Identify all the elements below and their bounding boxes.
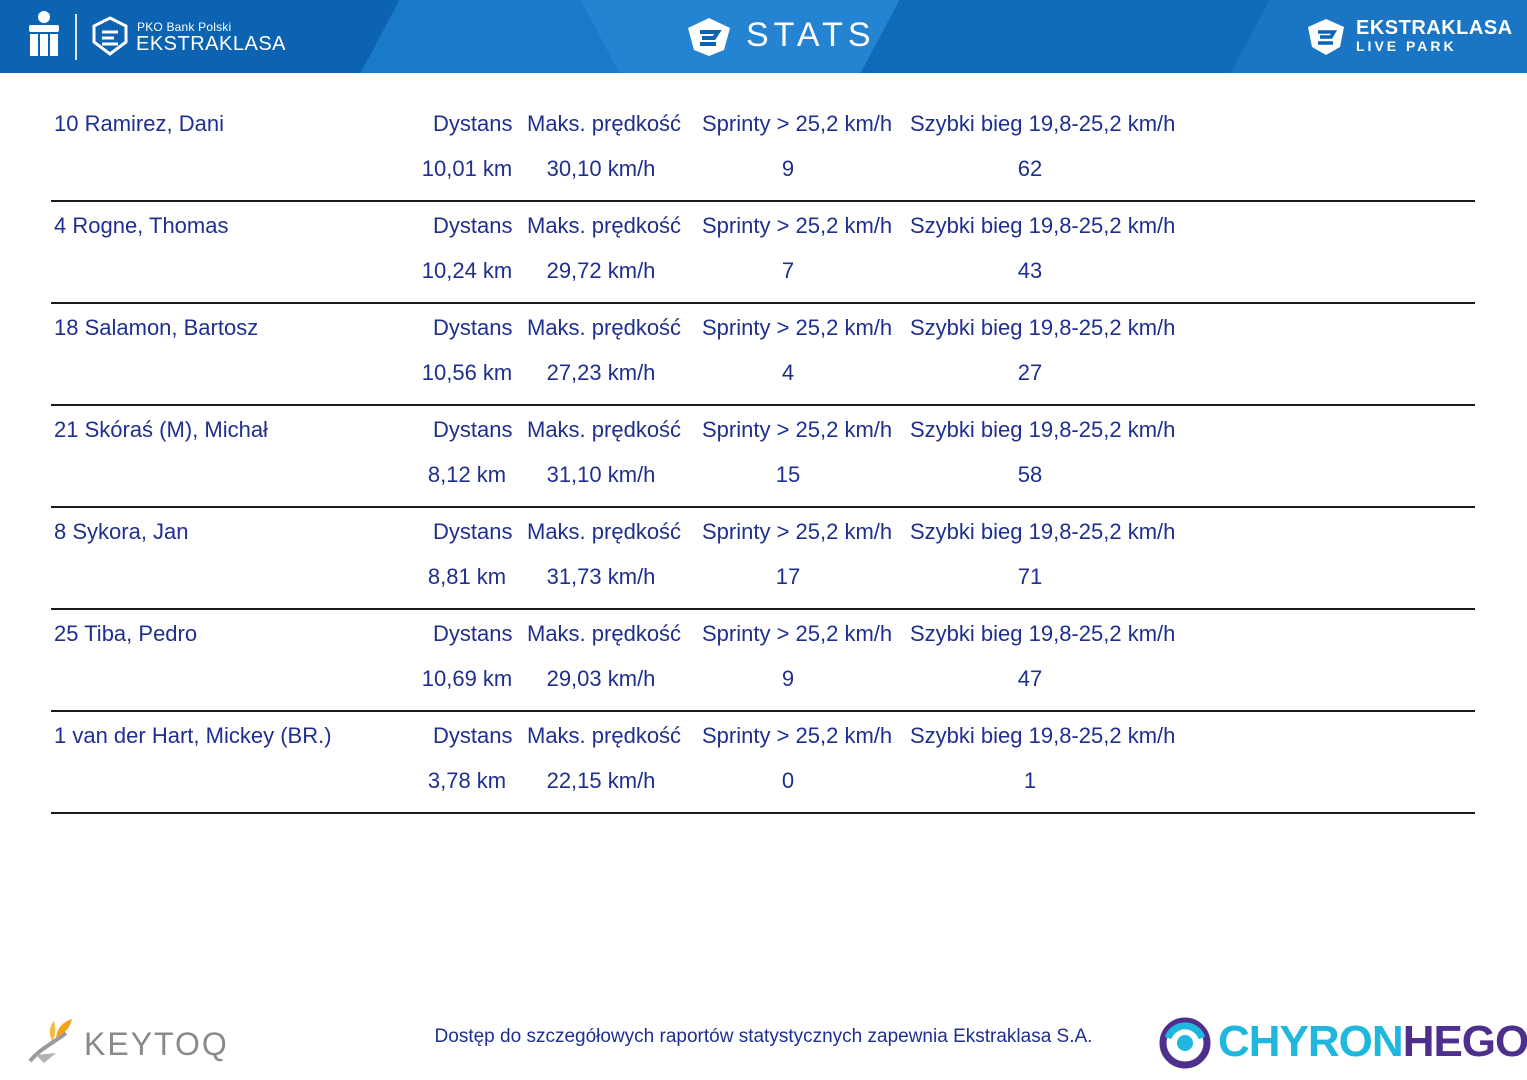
max-speed-label: Maks. prędkość xyxy=(527,723,682,748)
stats-emblem-icon xyxy=(688,18,730,56)
row-divider xyxy=(51,302,1475,304)
max-speed-value: 29,72 km/h xyxy=(546,258,656,283)
footer-note: Dostęp do szczegółowych raportów statyst… xyxy=(434,1026,1093,1047)
row-divider xyxy=(51,608,1475,610)
ekstraklasa-emblem-icon xyxy=(92,16,128,56)
fast-run-value: 27 xyxy=(1017,360,1043,385)
sprints-label: Sprinty > 25,2 km/h xyxy=(702,723,893,748)
fast-run-label: Szybki bieg 19,8-25,2 km/h xyxy=(910,519,1176,544)
fast-run-label: Szybki bieg 19,8-25,2 km/h xyxy=(910,417,1176,442)
header-divider xyxy=(75,14,77,60)
fast-run-label: Szybki bieg 19,8-25,2 km/h xyxy=(910,621,1176,646)
player-row: 1 van der Hart, Mickey (BR.) Dystans Maks.… xyxy=(0,712,1527,814)
player-row: 10 Ramirez, Dani Dystans Maks. prędkość Spr… xyxy=(0,100,1527,202)
fast-run-value: 47 xyxy=(1017,666,1043,691)
fast-run-value: 58 xyxy=(1017,462,1043,487)
player-row: 18 Salamon, Bartosz Dystans Maks. prędkość… xyxy=(0,304,1527,406)
sprints-value: 0 xyxy=(781,768,795,793)
distance-value: 10,24 km xyxy=(421,258,513,283)
player-name: 18 Salamon, Bartosz xyxy=(54,315,259,340)
row-divider xyxy=(51,506,1475,508)
max-speed-label: Maks. prędkość xyxy=(527,315,682,340)
live-park-title: EKSTRAKLASA xyxy=(1356,17,1513,39)
chyron-wordmark-part: CHYRON xyxy=(1218,1017,1404,1066)
sprints-value: 4 xyxy=(781,360,795,385)
max-speed-value: 29,03 km/h xyxy=(546,666,656,691)
chyronhego-brand: CHYRONHEGO xyxy=(1218,1017,1527,1067)
fast-run-label: Szybki bieg 19,8-25,2 km/h xyxy=(910,315,1176,340)
fast-run-value: 1 xyxy=(1023,768,1037,793)
distance-label: Dystans xyxy=(433,621,513,646)
fast-run-label: Szybki bieg 19,8-25,2 km/h xyxy=(910,111,1176,136)
header-bar: PKO Bank Polski EKSTRAKLASA STATS EKSTRA… xyxy=(0,0,1527,73)
row-divider xyxy=(51,812,1475,814)
distance-label: Dystans xyxy=(433,111,513,136)
distance-label: Dystans xyxy=(433,315,513,340)
max-speed-value: 31,73 km/h xyxy=(546,564,656,589)
distance-value: 10,01 km xyxy=(421,156,513,181)
row-divider xyxy=(51,404,1475,406)
distance-label: Dystans xyxy=(433,417,513,442)
max-speed-value: 27,23 km/h xyxy=(546,360,656,385)
max-speed-label: Maks. prędkość xyxy=(527,417,682,442)
player-name: 8 Sykora, Jan xyxy=(54,519,189,544)
fast-run-label: Szybki bieg 19,8-25,2 km/h xyxy=(910,213,1176,238)
sprints-label: Sprinty > 25,2 km/h xyxy=(702,621,893,646)
max-speed-label: Maks. prędkość xyxy=(527,519,682,544)
distance-value: 10,69 km xyxy=(421,666,513,691)
player-row: 21 Skóraś (M), Michał Dystans Maks. prędko… xyxy=(0,406,1527,508)
fast-run-value: 43 xyxy=(1017,258,1043,283)
sprints-label: Sprinty > 25,2 km/h xyxy=(702,519,893,544)
max-speed-value: 31,10 km/h xyxy=(546,462,656,487)
keytoq-logo-icon xyxy=(28,1019,72,1063)
sprints-value: 9 xyxy=(781,156,795,181)
sprints-value: 9 xyxy=(781,666,795,691)
fast-run-value: 62 xyxy=(1017,156,1043,181)
sprints-label: Sprinty > 25,2 km/h xyxy=(702,213,893,238)
sprints-value: 17 xyxy=(775,564,801,589)
hego-wordmark-part: HEGO xyxy=(1402,1017,1527,1066)
league-name: EKSTRAKLASA xyxy=(136,33,287,55)
max-speed-value: 22,15 km/h xyxy=(546,768,656,793)
sprints-label: Sprinty > 25,2 km/h xyxy=(702,315,893,340)
distance-label: Dystans xyxy=(433,213,513,238)
page-title: STATS xyxy=(746,16,876,54)
player-row: 25 Tiba, Pedro Dystans Maks. prędkość Sprin… xyxy=(0,610,1527,712)
row-divider xyxy=(51,200,1475,202)
player-name: 10 Ramirez, Dani xyxy=(54,111,224,136)
distance-label: Dystans xyxy=(433,723,513,748)
live-park-subtitle: LIVE PARK xyxy=(1356,38,1457,54)
distance-value: 8,81 km xyxy=(427,564,507,589)
max-speed-label: Maks. prędkość xyxy=(527,621,682,646)
player-stats-list: 10 Ramirez, Dani Dystans Maks. prędkość Spr… xyxy=(0,100,1527,814)
player-row: 4 Rogne, Thomas Dystans Maks. prędkość Spri… xyxy=(0,202,1527,304)
sprints-label: Sprinty > 25,2 km/h xyxy=(702,417,893,442)
player-row: 8 Sykora, Jan Dystans Maks. prędkość Sprint… xyxy=(0,508,1527,610)
player-name: 21 Skóraś (M), Michał xyxy=(54,417,268,442)
distance-value: 3,78 km xyxy=(427,768,507,793)
sprints-value: 7 xyxy=(781,258,795,283)
fast-run-label: Szybki bieg 19,8-25,2 km/h xyxy=(910,723,1176,748)
max-speed-value: 30,10 km/h xyxy=(546,156,656,181)
chyronhego-logo-icon xyxy=(1159,1017,1211,1069)
sprints-label: Sprinty > 25,2 km/h xyxy=(702,111,893,136)
player-name: 25 Tiba, Pedro xyxy=(54,621,198,646)
pko-bank-logo-icon xyxy=(29,11,59,56)
player-name: 1 van der Hart, Mickey (BR.) xyxy=(54,723,332,748)
distance-value: 10,56 km xyxy=(421,360,513,385)
distance-label: Dystans xyxy=(433,519,513,544)
max-speed-label: Maks. prędkość xyxy=(527,213,682,238)
keytoq-brand: KEYTOQ xyxy=(84,1026,229,1062)
player-name: 4 Rogne, Thomas xyxy=(54,213,229,238)
row-divider xyxy=(51,710,1475,712)
max-speed-label: Maks. prędkość xyxy=(527,111,682,136)
live-park-emblem-icon xyxy=(1308,19,1344,55)
sprints-value: 15 xyxy=(775,462,801,487)
fast-run-value: 71 xyxy=(1017,564,1043,589)
distance-value: 8,12 km xyxy=(427,462,507,487)
bank-name: PKO Bank Polski xyxy=(137,20,232,34)
